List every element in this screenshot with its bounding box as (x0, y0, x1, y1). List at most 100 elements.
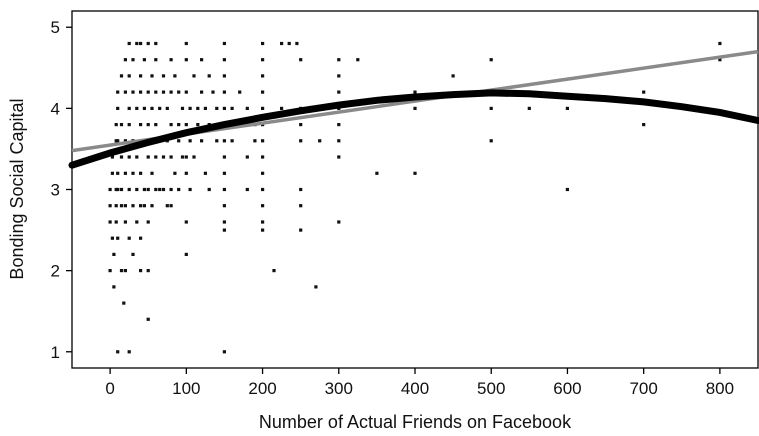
data-point (287, 41, 291, 46)
data-point (150, 204, 154, 208)
data-point (261, 220, 265, 224)
data-point (114, 204, 118, 208)
data-point (154, 41, 158, 46)
data-point (222, 155, 226, 159)
data-point (123, 139, 127, 143)
data-point (116, 106, 120, 110)
data-point (177, 139, 181, 143)
data-point (211, 90, 215, 94)
data-point (222, 228, 226, 232)
data-point (299, 139, 303, 143)
data-point (222, 204, 226, 208)
data-point (184, 58, 188, 62)
data-point (192, 155, 196, 159)
data-point (139, 74, 143, 78)
data-point (146, 317, 150, 321)
data-point (110, 155, 114, 159)
data-point (119, 123, 124, 127)
data-point (196, 106, 200, 110)
scatter-points (108, 41, 722, 354)
y-tick-label: 4 (51, 99, 60, 118)
data-point (184, 90, 188, 94)
data-point (180, 155, 185, 159)
data-point (184, 41, 188, 46)
data-point (108, 220, 112, 224)
x-tick-label: 700 (629, 379, 657, 398)
data-point (337, 90, 341, 94)
data-point (261, 139, 265, 143)
data-point (184, 171, 188, 175)
data-point (135, 155, 139, 159)
data-point (565, 106, 569, 110)
data-point (337, 139, 341, 143)
data-point (139, 236, 143, 240)
data-point (154, 90, 158, 94)
data-point (139, 171, 143, 175)
y-tick-label: 3 (51, 181, 60, 200)
data-point (413, 106, 417, 110)
data-point (272, 269, 276, 273)
data-point (150, 171, 154, 175)
data-point (180, 106, 185, 110)
data-point (222, 187, 226, 192)
x-tick-label: 200 (248, 379, 276, 398)
data-point (123, 58, 127, 62)
data-point (154, 58, 158, 62)
data-point (718, 41, 722, 46)
data-point (127, 41, 131, 46)
data-point (222, 171, 226, 175)
data-point (295, 41, 299, 46)
data-point (131, 204, 135, 208)
data-point (451, 74, 455, 78)
x-axis-title: Number of Actual Friends on Facebook (259, 412, 572, 432)
data-point (142, 187, 146, 192)
data-point (375, 171, 379, 175)
x-tick-label: 300 (325, 379, 353, 398)
data-point (123, 220, 127, 224)
data-point (169, 187, 173, 192)
data-point (116, 171, 120, 175)
data-point (280, 41, 284, 46)
data-point (413, 90, 417, 94)
y-axis-ticks: 1 2 3 4 5 (51, 18, 72, 362)
data-point (215, 139, 219, 143)
data-point (299, 204, 303, 208)
data-point (565, 187, 569, 192)
data-point (146, 220, 150, 224)
data-point (119, 155, 124, 159)
data-point (169, 58, 173, 62)
data-point (200, 58, 204, 62)
data-point (177, 90, 181, 94)
data-point (261, 106, 265, 110)
data-point (261, 171, 265, 175)
data-point (337, 74, 341, 78)
data-point (154, 187, 158, 192)
data-point (146, 90, 150, 94)
data-point (123, 204, 127, 208)
data-point (222, 106, 226, 110)
data-point (188, 139, 192, 143)
data-point (161, 90, 166, 94)
data-point (116, 350, 120, 354)
data-point (169, 90, 173, 94)
data-point (116, 90, 120, 94)
data-point (114, 123, 118, 127)
data-point (356, 58, 360, 62)
data-point (161, 74, 166, 78)
data-point (177, 187, 181, 192)
data-point (127, 123, 131, 127)
data-point (337, 58, 341, 62)
data-point (238, 90, 242, 94)
data-point (203, 171, 207, 175)
data-point (299, 228, 303, 232)
data-point (413, 171, 417, 175)
data-point (142, 58, 146, 62)
data-point (261, 187, 265, 192)
data-point (222, 41, 226, 46)
x-tick-label: 400 (401, 379, 429, 398)
data-point (245, 155, 249, 159)
data-point (169, 123, 173, 127)
data-point (169, 204, 173, 208)
data-point (222, 350, 226, 354)
